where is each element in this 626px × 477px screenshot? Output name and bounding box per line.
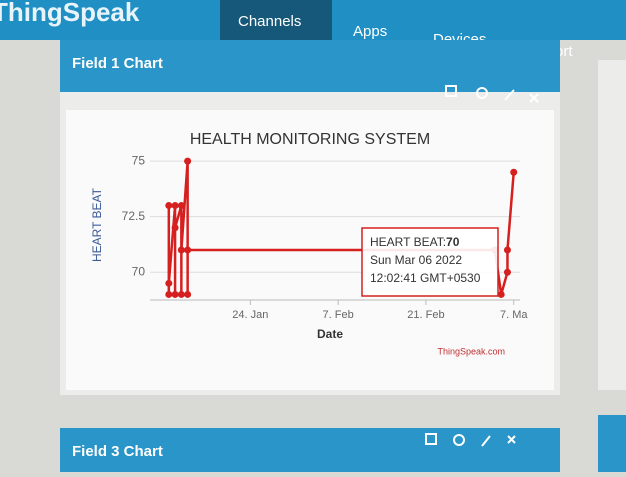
data-point xyxy=(184,158,191,165)
chart-title: HEALTH MONITORING SYSTEM xyxy=(190,131,430,148)
x-axis-label: Date xyxy=(317,327,343,341)
nav-item[interactable]: Channels xyxy=(238,13,301,30)
data-point xyxy=(504,269,511,276)
page: {"nav": {"logo": "ThingSpeak", "items": … xyxy=(0,0,626,472)
data-point xyxy=(165,280,172,287)
credit: ThingSpeak.com xyxy=(437,346,505,356)
tooltip-date: Sun Mar 06 2022 xyxy=(370,253,462,267)
y-tick-label: 75 xyxy=(132,153,146,167)
x-tick-label: 24. Jan xyxy=(232,309,268,321)
tooltip: HEART BEAT:70 Sun Mar 06 2022 12:02:41 GMT… xyxy=(362,228,498,296)
panel-title: Field 1 Chart xyxy=(72,55,163,72)
panel-title: Field 3 Chart xyxy=(72,443,163,460)
data-point xyxy=(178,202,185,209)
x-tick-label: 21. Feb xyxy=(407,309,444,321)
data-point xyxy=(184,291,191,298)
tooltip-time: 12:02:41 GMT+0530 xyxy=(370,271,481,285)
x-tick-label: 7. Feb xyxy=(323,309,354,321)
tooltip-label: HEART BEAT: xyxy=(370,235,446,249)
x-tick-label: 7. Ma xyxy=(500,309,528,321)
screen: ThingSpeak Channels Apps Devices Support… xyxy=(0,0,626,472)
data-point xyxy=(504,247,511,254)
side-panel xyxy=(598,60,626,390)
logo[interactable]: ThingSpeak xyxy=(0,0,140,27)
data-point xyxy=(178,247,185,254)
tooltip-value: 70 xyxy=(446,235,460,249)
data-point xyxy=(184,247,191,254)
data-point xyxy=(510,169,517,176)
y-tick-label: 70 xyxy=(132,264,146,278)
data-point xyxy=(172,202,179,209)
data-point xyxy=(172,224,179,231)
data-point xyxy=(178,291,185,298)
data-point xyxy=(165,291,172,298)
tooltip-line: HEART BEAT:70 xyxy=(370,235,460,249)
nav-item[interactable]: Apps xyxy=(353,23,387,40)
data-point xyxy=(172,291,179,298)
side-panel xyxy=(598,415,626,472)
data-point xyxy=(165,202,172,209)
y-tick-label: 72.5 xyxy=(122,209,146,223)
y-axis-label: HEART BEAT xyxy=(90,187,104,262)
